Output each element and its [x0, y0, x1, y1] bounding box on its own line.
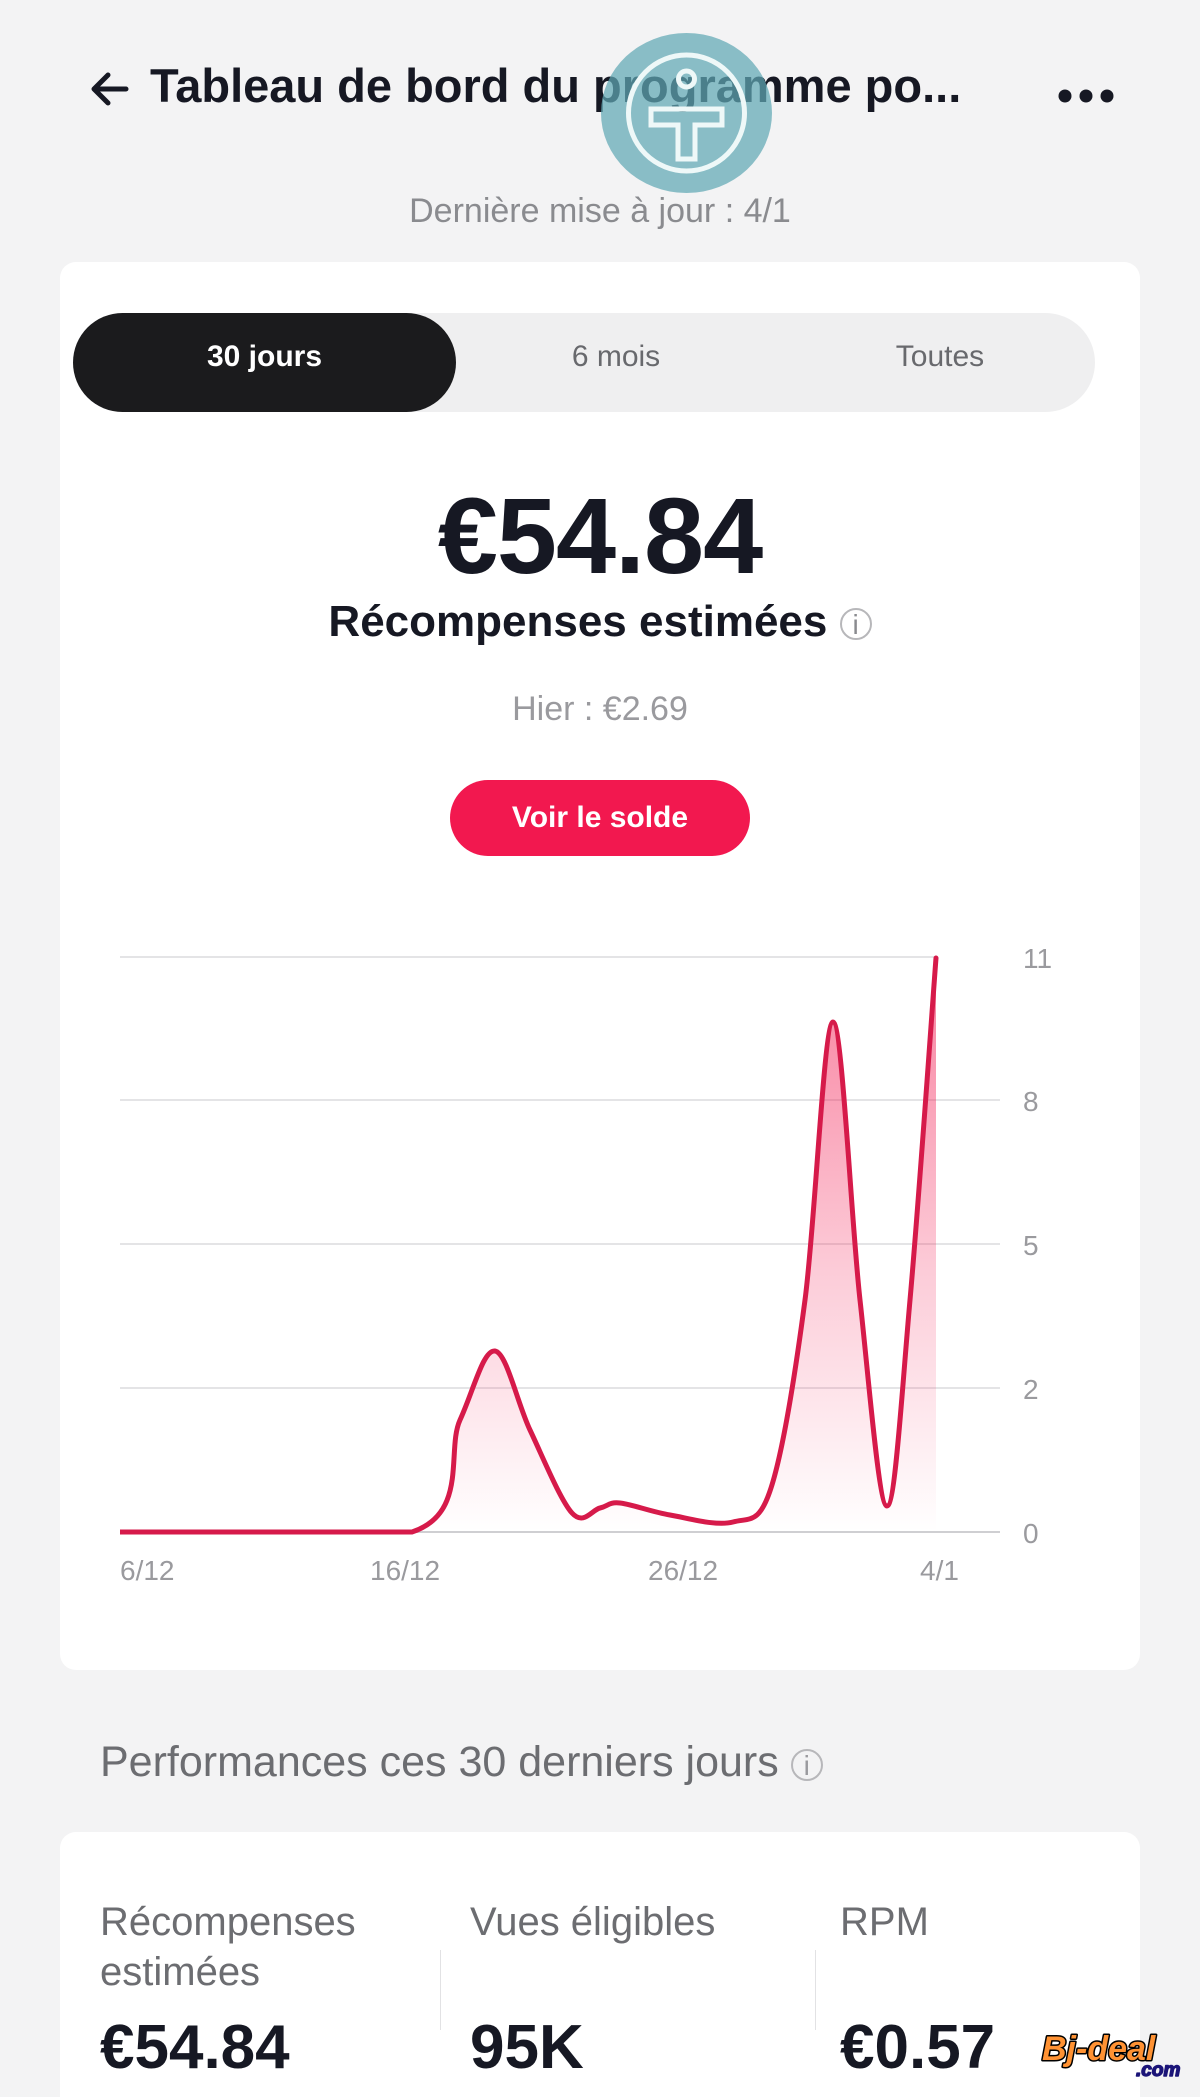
- svg-text:5: 5: [1023, 1230, 1039, 1261]
- svg-text:.com: .com: [1136, 2060, 1180, 2080]
- svg-text:0: 0: [1023, 1518, 1039, 1549]
- svg-text:8: 8: [1023, 1086, 1039, 1117]
- svg-text:6/12: 6/12: [120, 1555, 175, 1586]
- svg-text:4/1: 4/1: [920, 1555, 959, 1586]
- svg-text:2: 2: [1023, 1374, 1039, 1405]
- svg-text:26/12: 26/12: [648, 1555, 718, 1586]
- svg-text:16/12: 16/12: [370, 1555, 440, 1586]
- svg-text:11: 11: [1023, 943, 1052, 974]
